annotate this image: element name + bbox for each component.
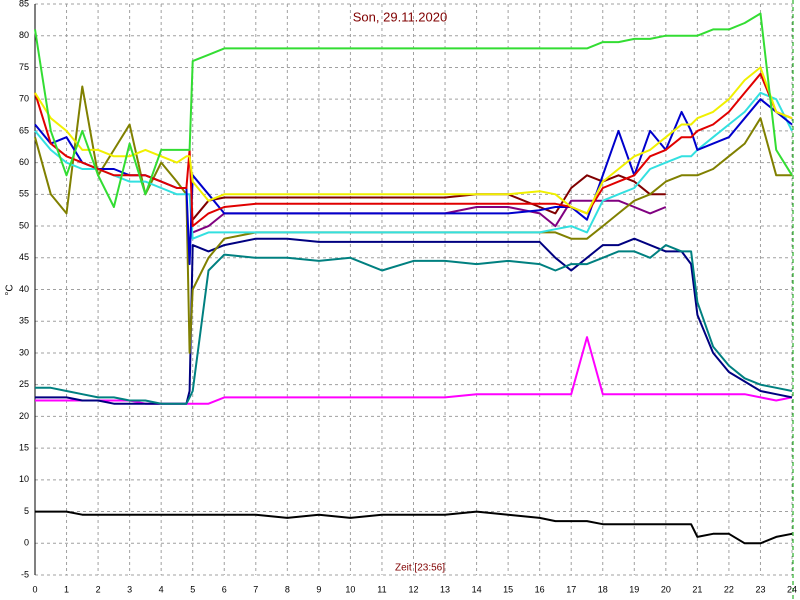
x-tick-label: 6 <box>222 584 227 594</box>
x-tick-label: 8 <box>285 584 290 594</box>
y-tick-label: 55 <box>19 189 29 199</box>
x-tick-label: 12 <box>408 584 418 594</box>
x-tick-label: 5 <box>190 584 195 594</box>
x-tick-label: 1 <box>64 584 69 594</box>
y-tick-label: 15 <box>19 442 29 452</box>
y-tick-label: 50 <box>19 220 29 230</box>
x-tick-label: 4 <box>159 584 164 594</box>
series-line <box>34 91 793 240</box>
y-axis-label: °C <box>5 284 16 295</box>
y-tick-label: 45 <box>19 252 29 262</box>
y-tick-label: 65 <box>19 125 29 135</box>
y-tick-label: 85 <box>19 0 29 8</box>
y-tick-label: 0 <box>24 538 29 548</box>
series-line <box>34 66 793 215</box>
series-line <box>35 244 793 405</box>
y-tick-label: 35 <box>19 316 29 326</box>
x-tick-label: 7 <box>253 584 258 594</box>
series-line <box>35 237 793 405</box>
x-tick-label: 2 <box>96 584 101 594</box>
x-tick-label: 18 <box>598 584 608 594</box>
x-tick-label: 3 <box>127 584 132 594</box>
y-tick-label: 25 <box>19 379 29 389</box>
series-line <box>34 12 793 208</box>
x-tick-label: 13 <box>440 584 450 594</box>
y-tick-label: -5 <box>21 569 29 579</box>
y-tick-label: 30 <box>19 347 29 357</box>
x-tick-label: 19 <box>629 584 639 594</box>
y-tick-label: 5 <box>24 506 29 516</box>
series-line <box>35 510 793 545</box>
series-line <box>34 72 793 228</box>
x-tick-label: 0 <box>32 584 37 594</box>
x-tick-label: 14 <box>472 584 482 594</box>
x-tick-label: 21 <box>692 584 702 594</box>
x-tick-label: 20 <box>661 584 671 594</box>
y-tick-label: 40 <box>19 284 29 294</box>
x-tick-label: 17 <box>566 584 576 594</box>
x-tick-label: 24 <box>787 584 797 594</box>
y-tick-label: 75 <box>19 62 29 72</box>
y-tick-label: 10 <box>19 474 29 484</box>
chart-title: Son, 29.11.2020 <box>353 9 447 24</box>
x-axis-label: Zeit [23:56] <box>395 563 445 574</box>
x-tick-label: 22 <box>724 584 734 594</box>
x-tick-label: 23 <box>755 584 765 594</box>
x-tick-label: 11 <box>377 584 386 594</box>
y-tick-label: 70 <box>19 94 29 104</box>
x-tick-label: 16 <box>535 584 545 594</box>
x-tick-label: 15 <box>503 584 513 594</box>
y-tick-label: 20 <box>19 411 29 421</box>
x-tick-label: 10 <box>345 584 355 594</box>
y-tick-label: 60 <box>19 157 29 167</box>
y-tick-label: 80 <box>19 30 29 40</box>
x-tick-label: 9 <box>316 584 321 594</box>
